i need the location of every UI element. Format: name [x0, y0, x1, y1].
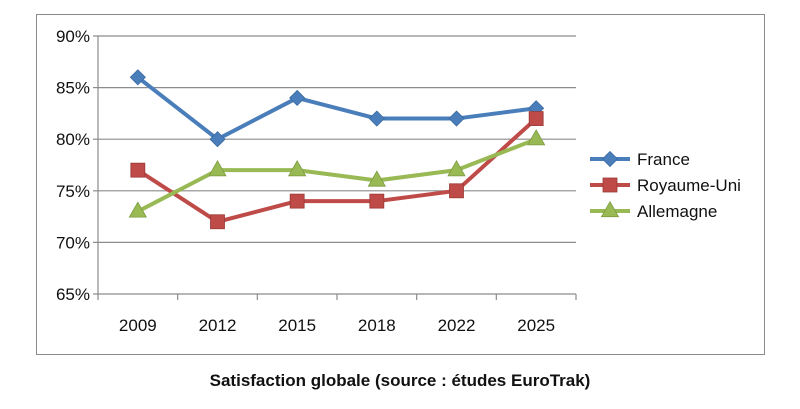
y-tick-label: 75% [56, 182, 90, 201]
data-point [208, 160, 227, 177]
data-point [129, 69, 146, 86]
legend-label: Allemagne [637, 202, 717, 221]
y-tick-label: 80% [56, 130, 90, 149]
series-lines [136, 75, 538, 224]
legend-label: Royaume-Uni [637, 176, 741, 195]
data-point [448, 110, 465, 127]
y-tick-label: 70% [56, 233, 90, 252]
data-point [369, 193, 385, 209]
x-tick-label: 2012 [199, 316, 237, 335]
data-point [526, 129, 546, 146]
data-point [447, 160, 466, 177]
data-point [287, 160, 307, 177]
data-point [367, 170, 387, 187]
data-point [449, 183, 464, 199]
chart-caption: Satisfaction globale (source : études Eu… [209, 371, 591, 390]
legend: France Royaume-Uni Allemagne [590, 150, 741, 221]
x-tick-label: 2022 [438, 316, 476, 335]
data-point [210, 214, 225, 230]
data-point [289, 193, 305, 209]
gridlines [98, 35, 576, 295]
y-tick-label: 85% [56, 79, 90, 98]
x-tick-label: 2018 [358, 316, 396, 335]
series-line-royaume-uni [136, 117, 538, 224]
data-point [128, 201, 148, 218]
y-tick-label: 90% [56, 27, 90, 46]
data-point [209, 131, 226, 148]
axes: 65% 70% 75% 80% 85% 90% 2009 2012 2015 2018 2022 20… [56, 27, 577, 335]
series-line-france [136, 75, 537, 142]
legend-marker [600, 200, 620, 218]
series-markers [128, 69, 546, 230]
data-point [289, 89, 306, 106]
legend-marker [602, 177, 618, 193]
legend-marker [601, 150, 619, 168]
series-line-allemagne [136, 137, 537, 214]
legend-label: France [637, 150, 690, 169]
data-point [528, 111, 544, 126]
data-point [368, 110, 385, 127]
y-tick-label: 65% [56, 285, 90, 304]
data-point [130, 162, 146, 178]
x-tick-label: 2009 [119, 316, 157, 335]
x-tick-label: 2015 [278, 316, 316, 335]
x-tick-label: 2025 [517, 316, 555, 335]
